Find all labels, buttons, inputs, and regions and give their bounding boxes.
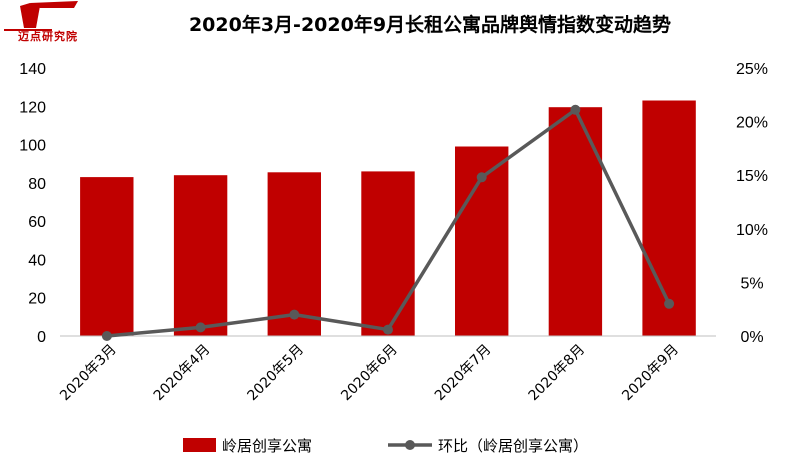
line-point bbox=[476, 172, 487, 183]
chart-title: 2020年3月-2020年9月长租公寓品牌舆情指数变动趋势 bbox=[188, 14, 672, 36]
right-tick-label: 10% bbox=[736, 222, 768, 239]
x-tick-label: 2020年8月 bbox=[526, 342, 589, 405]
line-point bbox=[101, 331, 112, 341]
left-axis: 0 20 40 60 80 100 120 140 bbox=[19, 61, 46, 346]
logo-text: 迈点研究院 bbox=[18, 30, 78, 43]
left-tick-label: 20 bbox=[28, 291, 46, 308]
right-tick-label: 0% bbox=[740, 329, 763, 346]
x-axis: 2020年3月 2020年4月 2020年5月 2020年6月 2020年7月 2020年… bbox=[57, 342, 682, 405]
left-tick-label: 40 bbox=[28, 252, 46, 269]
x-tick-label: 2020年3月 bbox=[57, 342, 120, 405]
bar bbox=[173, 175, 228, 336]
right-axis: 0% 5% 10% 15% 20% 25% bbox=[736, 61, 768, 346]
mdi-logo bbox=[4, 1, 78, 31]
x-tick-label: 2020年9月 bbox=[619, 342, 682, 405]
line-point bbox=[289, 309, 300, 320]
right-tick-label: 15% bbox=[736, 168, 768, 185]
x-tick-label: 2020年5月 bbox=[245, 342, 308, 405]
bar-series bbox=[80, 100, 696, 336]
bar bbox=[80, 177, 134, 336]
bar bbox=[267, 172, 321, 336]
bar bbox=[642, 100, 696, 336]
right-tick-label: 20% bbox=[736, 115, 768, 132]
legend-bar-swatch bbox=[183, 438, 216, 452]
line-point bbox=[383, 324, 393, 335]
left-tick-label: 0 bbox=[37, 329, 46, 346]
legend-line-label: 环比（岭居创享公寓） bbox=[438, 437, 588, 455]
legend-bar-label: 岭居创享公寓 bbox=[222, 437, 312, 455]
line-series bbox=[101, 104, 675, 341]
line-point bbox=[664, 298, 675, 309]
left-tick-label: 80 bbox=[28, 176, 46, 193]
bar bbox=[548, 107, 603, 336]
bar bbox=[361, 171, 415, 336]
left-tick-label: 100 bbox=[19, 138, 46, 155]
x-tick-label: 2020年6月 bbox=[338, 342, 401, 405]
left-tick-label: 120 bbox=[19, 99, 46, 116]
legend: 岭居创享公寓 环比（岭居创享公寓） bbox=[183, 437, 588, 455]
x-tick-label: 2020年4月 bbox=[151, 342, 214, 405]
logo-mark bbox=[4, 1, 78, 31]
line-point bbox=[195, 322, 206, 333]
right-tick-label: 25% bbox=[736, 61, 768, 78]
legend-line-marker bbox=[405, 440, 415, 450]
x-tick-label: 2020年7月 bbox=[432, 342, 495, 405]
line-point bbox=[570, 104, 581, 115]
right-tick-label: 5% bbox=[740, 275, 763, 292]
left-tick-label: 140 bbox=[19, 61, 46, 78]
left-tick-label: 60 bbox=[28, 214, 46, 231]
